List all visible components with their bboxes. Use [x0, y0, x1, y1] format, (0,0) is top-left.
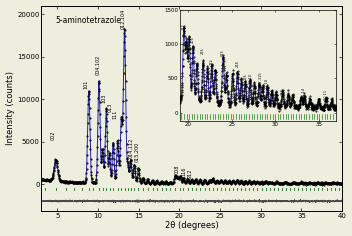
Text: 111: 111: [112, 110, 117, 119]
Text: 013: 013: [108, 102, 113, 112]
Y-axis label: Intensity (counts): Intensity (counts): [6, 72, 14, 145]
Text: 012,104: 012,104: [120, 8, 125, 29]
Text: 103: 103: [102, 94, 107, 103]
Text: 212: 212: [188, 169, 193, 178]
Text: 014,112: 014,112: [128, 138, 133, 158]
Text: 004,102: 004,102: [95, 55, 100, 75]
Text: 101: 101: [84, 80, 89, 89]
Text: 002: 002: [50, 131, 56, 140]
Text: 5-aminotetrazole: 5-aminotetrazole: [56, 16, 122, 25]
Text: 015,200: 015,200: [134, 142, 139, 162]
Text: 008: 008: [175, 164, 180, 174]
Text: 116: 116: [181, 167, 186, 177]
X-axis label: 2θ (degrees): 2θ (degrees): [165, 221, 219, 230]
